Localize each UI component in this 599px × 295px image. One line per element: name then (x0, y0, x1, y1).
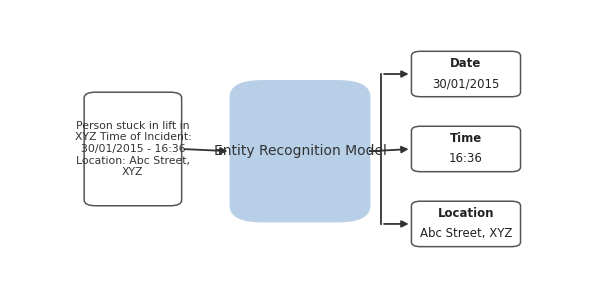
Text: Time: Time (450, 132, 482, 145)
Text: Date: Date (450, 57, 482, 70)
Text: Entity Recognition Model: Entity Recognition Model (214, 144, 386, 158)
FancyBboxPatch shape (412, 51, 521, 97)
Text: 16:36: 16:36 (449, 152, 483, 165)
FancyBboxPatch shape (231, 81, 370, 222)
Text: Person stuck in lift in
XYZ Time of Incident:
30/01/2015 - 16:36
Location: Abc S: Person stuck in lift in XYZ Time of Inci… (74, 121, 191, 177)
Text: Location: Location (438, 207, 494, 220)
FancyBboxPatch shape (412, 201, 521, 247)
FancyBboxPatch shape (412, 126, 521, 172)
Text: Abc Street, XYZ: Abc Street, XYZ (420, 227, 512, 240)
FancyBboxPatch shape (84, 92, 181, 206)
Text: 30/01/2015: 30/01/2015 (432, 77, 500, 90)
